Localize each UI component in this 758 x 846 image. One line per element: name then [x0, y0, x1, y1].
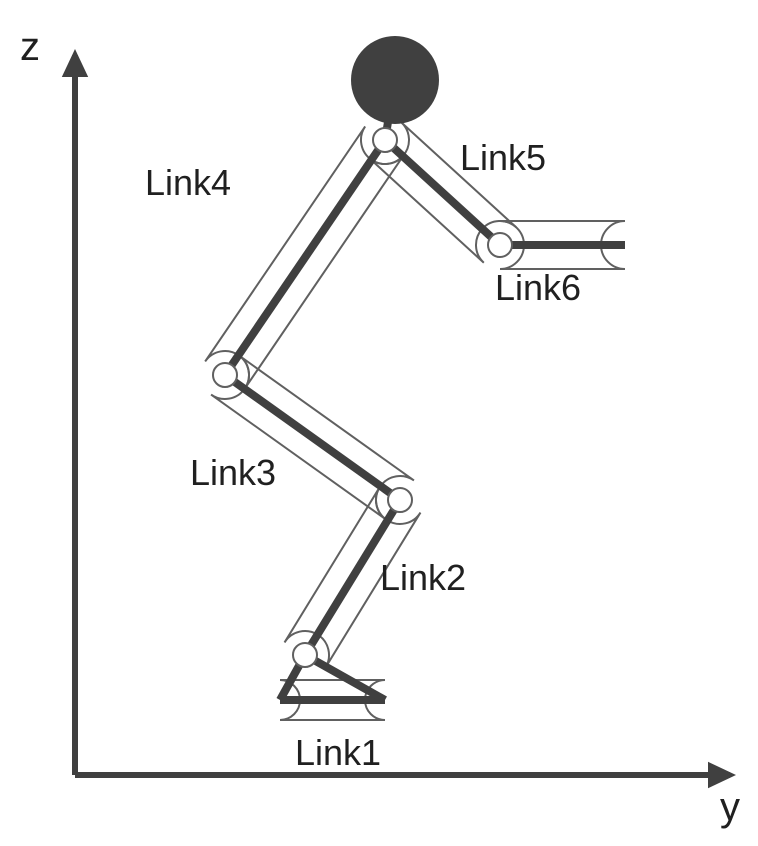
elbow-joint — [488, 233, 512, 257]
z-axis-label: z — [20, 25, 40, 69]
humanoid-figure — [205, 36, 625, 720]
link2-label: Link2 — [380, 557, 466, 598]
link4-label: Link4 — [145, 162, 231, 203]
shoulder-joint — [373, 128, 397, 152]
knee-joint — [388, 488, 412, 512]
ankle-joint — [293, 643, 317, 667]
link5-label: Link5 — [460, 137, 546, 178]
y-axis-label: y — [720, 785, 740, 829]
hip-joint — [213, 363, 237, 387]
link3-label: Link3 — [190, 452, 276, 493]
z-axis-arrow-icon — [62, 49, 88, 77]
link1-label: Link1 — [295, 732, 381, 773]
link1-core-ankle-toe — [305, 655, 385, 700]
link4-core — [225, 140, 385, 375]
link6-label: Link6 — [495, 267, 581, 308]
